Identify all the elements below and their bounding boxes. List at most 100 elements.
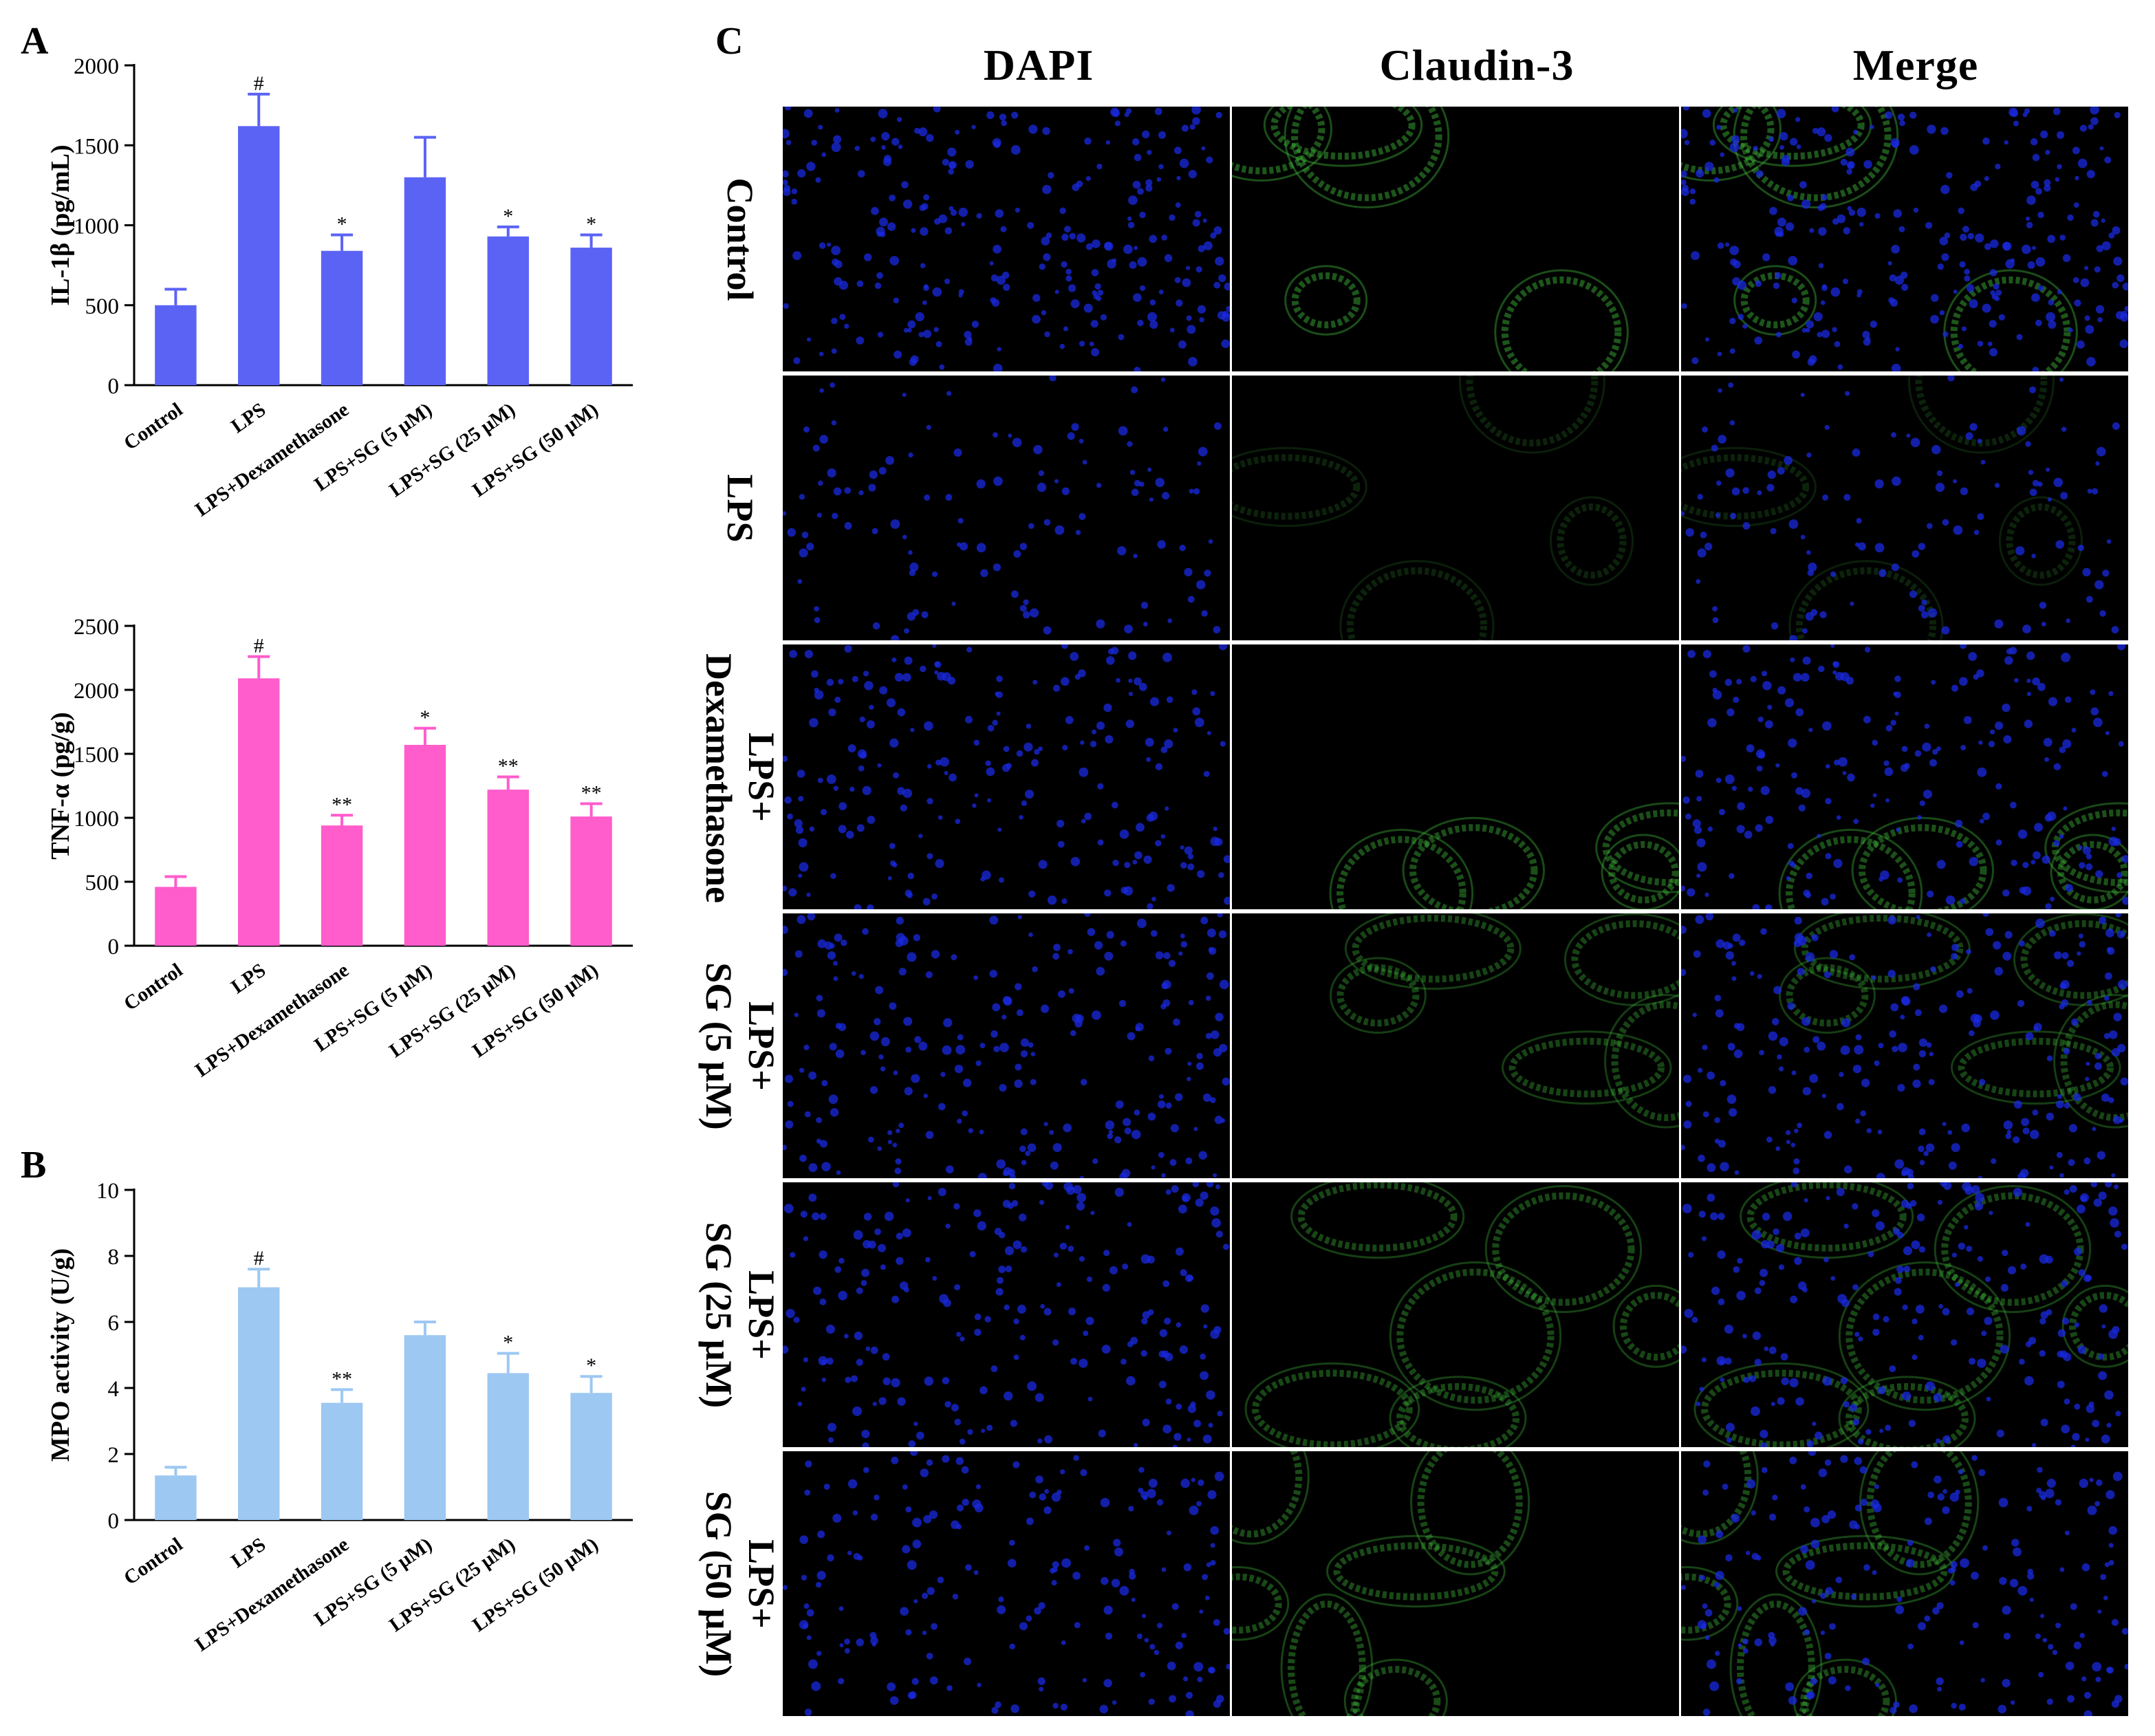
nucleus <box>1901 746 1908 752</box>
nucleus <box>2064 1530 2070 1536</box>
nucleus <box>1186 265 1191 270</box>
nucleus <box>1927 124 1936 134</box>
nucleus <box>818 480 823 486</box>
nucleus <box>1821 1094 1827 1098</box>
nucleus <box>838 802 847 811</box>
nucleus <box>1219 979 1229 990</box>
nucleus <box>880 1066 886 1072</box>
micrograph-texture <box>783 1182 1230 1447</box>
nucleus <box>991 299 1000 307</box>
nucleus <box>2124 1663 2128 1670</box>
nucleus <box>1918 1246 1926 1253</box>
nucleus <box>2104 1182 2112 1188</box>
nucleus <box>1929 759 1937 767</box>
nucleus <box>1963 716 1972 724</box>
nucleus <box>1098 1429 1106 1437</box>
claudin-stain <box>1720 107 1865 160</box>
nucleus <box>979 1043 986 1049</box>
nucleus <box>1867 1250 1874 1257</box>
nucleus <box>1973 530 1980 535</box>
nucleus <box>892 1182 900 1188</box>
nucleus <box>1079 1175 1085 1178</box>
nucleus <box>803 1603 810 1609</box>
nucleus <box>1984 243 1991 250</box>
nucleus <box>1008 433 1012 438</box>
nucleus <box>1135 1023 1144 1032</box>
nucleus <box>2083 1710 2093 1716</box>
claudin-stain <box>1950 276 2071 371</box>
nucleus <box>1918 1145 1925 1153</box>
nucleus <box>2015 546 2025 556</box>
nucleus <box>942 158 949 166</box>
nucleus <box>1952 479 1958 484</box>
nucleus <box>2086 596 2093 603</box>
nucleus <box>1185 1710 1195 1716</box>
nucleus <box>946 391 952 396</box>
nucleus <box>942 1455 950 1463</box>
nucleus <box>819 1298 827 1305</box>
nucleus <box>1914 750 1922 757</box>
nucleus <box>1790 1142 1796 1148</box>
claudin-stain <box>1396 1382 1520 1447</box>
nucleus <box>856 824 865 832</box>
nucleus <box>1854 1045 1864 1055</box>
nucleus <box>1989 348 1998 357</box>
nucleus <box>1777 1054 1782 1060</box>
nucleus <box>2094 1062 2102 1070</box>
nucleus <box>1795 117 1801 122</box>
nucleus <box>1213 226 1222 235</box>
nucleus <box>1853 129 1859 135</box>
nucleus <box>1891 563 1899 572</box>
nucleus <box>1759 1279 1766 1286</box>
nucleus <box>907 872 915 880</box>
significance-mark: * <box>503 205 513 228</box>
nucleus <box>1941 253 1949 261</box>
nucleus <box>1114 120 1121 127</box>
nucleus <box>1991 1158 1997 1164</box>
nucleus <box>1806 452 1812 458</box>
nucleus <box>1219 1043 1228 1053</box>
nucleus <box>2074 1322 2080 1327</box>
nucleus <box>2078 933 2083 939</box>
nucleus <box>1887 261 1892 265</box>
nucleus <box>1878 569 1887 578</box>
nucleus <box>968 1128 974 1133</box>
nucleus <box>1102 1283 1110 1292</box>
claudin-stain <box>1934 1185 2092 1314</box>
nucleus <box>1124 625 1133 633</box>
nucleus <box>1096 163 1103 170</box>
nucleus <box>1893 1701 1900 1708</box>
nucleus <box>1120 1358 1127 1365</box>
nucleus <box>869 1631 877 1639</box>
nucleus <box>2112 281 2119 289</box>
nucleus <box>1097 839 1104 846</box>
nucleus <box>783 129 790 139</box>
nucleus <box>949 773 957 782</box>
nucleus <box>1912 1079 1921 1088</box>
nucleus <box>1217 913 1223 918</box>
nucleus <box>1004 1304 1010 1311</box>
nucleus <box>974 1313 982 1321</box>
nucleus <box>1960 233 1967 241</box>
nucleus <box>838 281 849 290</box>
nucleus <box>1958 343 1964 349</box>
nucleus <box>2029 1129 2039 1140</box>
nucleus <box>2084 265 2089 270</box>
nucleus <box>2098 1371 2108 1380</box>
nucleus <box>871 1642 876 1647</box>
nucleus <box>1026 1615 1032 1622</box>
nucleus <box>916 1431 924 1440</box>
nucleus <box>1148 1698 1155 1705</box>
nucleus <box>870 136 876 142</box>
nucleus <box>1958 677 1968 686</box>
nucleus <box>1916 1213 1925 1222</box>
nucleus <box>1038 1602 1046 1609</box>
nucleus <box>1142 130 1150 139</box>
nucleus <box>1903 1246 1913 1256</box>
nucleus <box>1061 261 1068 268</box>
claudin-stain <box>1290 1182 1465 1259</box>
nucleus <box>1995 290 2002 296</box>
nucleus <box>955 818 961 825</box>
nucleus <box>1829 1623 1836 1630</box>
nucleus <box>2056 1151 2063 1158</box>
